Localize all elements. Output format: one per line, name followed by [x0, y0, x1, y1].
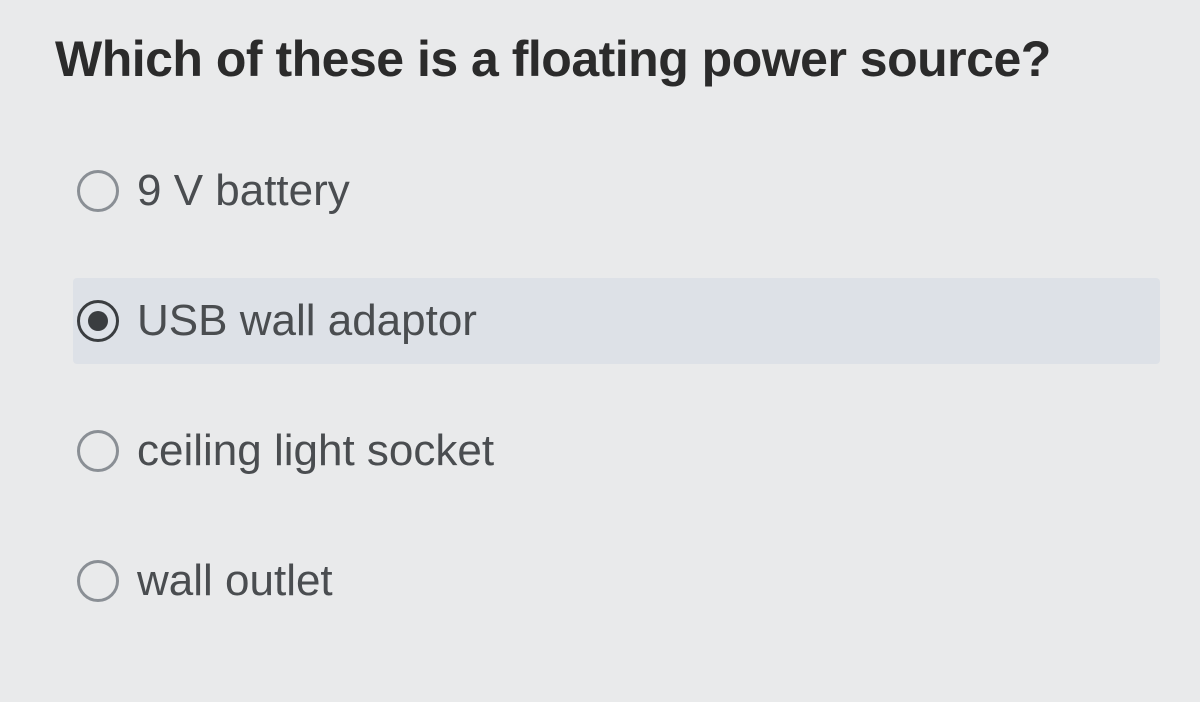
- option-9v-battery[interactable]: 9 V battery: [73, 148, 1160, 234]
- question-prompt: Which of these is a floating power sourc…: [55, 30, 1160, 88]
- options-group: 9 V battery USB wall adaptor ceiling lig…: [55, 148, 1160, 624]
- radio-icon[interactable]: [77, 300, 119, 342]
- option-ceiling-light-socket[interactable]: ceiling light socket: [73, 408, 1160, 494]
- option-label: USB wall adaptor: [137, 296, 477, 346]
- option-wall-outlet[interactable]: wall outlet: [73, 538, 1160, 624]
- radio-icon[interactable]: [77, 430, 119, 472]
- option-label: ceiling light socket: [137, 426, 494, 476]
- radio-icon[interactable]: [77, 170, 119, 212]
- option-label: wall outlet: [137, 556, 333, 606]
- radio-icon[interactable]: [77, 560, 119, 602]
- option-label: 9 V battery: [137, 166, 350, 216]
- option-usb-wall-adaptor[interactable]: USB wall adaptor: [73, 278, 1160, 364]
